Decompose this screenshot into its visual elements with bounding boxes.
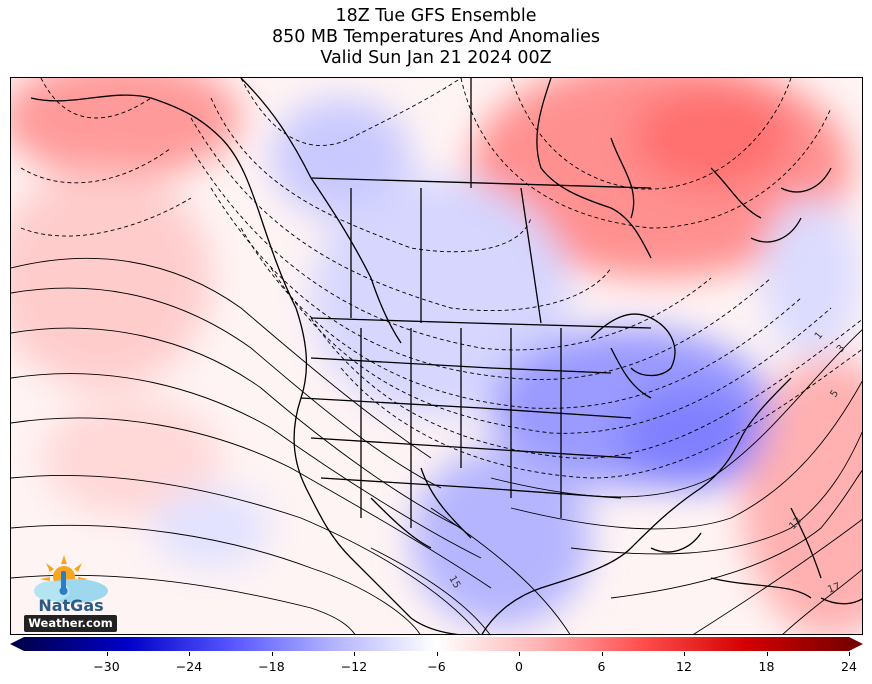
colorbar-tick-label: 6 (597, 659, 606, 674)
colorbar-tick-label: 12 (676, 659, 692, 674)
title-line-1: 18Z Tue GFS Ensemble (335, 6, 537, 26)
colorbar-tick-mark (271, 652, 273, 656)
contour-label-3: 3 (835, 343, 848, 355)
colorbar-tick-mark (106, 652, 108, 656)
colorbar-ticks: −30 −24 −18 −12 −6 0 6 12 18 24 (0, 652, 872, 682)
title-line-3: Valid Sun Jan 21 2024 00Z (320, 48, 552, 68)
anomaly-map-svg: 1 3 5 13 15 17 (11, 78, 862, 634)
colorbar-tick-label: −6 (427, 659, 446, 674)
colorbar-tick-label: 0 (515, 659, 523, 674)
logo-name: NatGas (38, 596, 104, 615)
logo-subtext: Weather.com (24, 615, 117, 632)
colorbar-tick-label: 24 (841, 659, 857, 674)
natgas-weather-logo: ❄ NatGas Weather.com (22, 553, 120, 635)
contour-label-1: 1 (813, 330, 826, 342)
colorbar (10, 637, 863, 651)
colorbar-min-extend (10, 637, 24, 651)
svg-text:❄: ❄ (96, 576, 104, 586)
colorbar-tick-mark (684, 652, 685, 656)
colorbar-tick-mark (189, 652, 190, 656)
colorbar-tick-mark (436, 652, 438, 656)
colorbar-max-extend (849, 637, 863, 651)
colorbar-tick-label: −24 (175, 659, 203, 674)
colorbar-tick-label: −12 (340, 659, 368, 674)
title-line-2: 850 MB Temperatures And Anomalies (271, 27, 601, 47)
chart-title-block: 18Z Tue GFS Ensemble 850 MB Temperatures… (0, 6, 872, 69)
colorbar-body (24, 637, 849, 651)
colorbar-tick-label: −18 (258, 659, 285, 674)
positive-isotherms (11, 257, 862, 634)
contour-label-5: 5 (828, 388, 841, 400)
contour-label-17: 17 (826, 581, 842, 596)
colorbar-tick-mark (354, 652, 355, 656)
colorbar-tick-mark (601, 652, 603, 656)
coastlines-and-borders (30, 78, 862, 634)
colorbar-tick-mark (766, 652, 768, 656)
sun-cloud-icon: ❄ (34, 555, 108, 603)
colorbar-tick-label: 18 (758, 659, 775, 674)
colorbar-tick-mark (849, 652, 850, 656)
colorbar-tick-mark (519, 652, 520, 656)
colorbar-tick-label: −30 (93, 659, 120, 674)
anomaly-map: 1 3 5 13 15 17 (10, 77, 863, 635)
